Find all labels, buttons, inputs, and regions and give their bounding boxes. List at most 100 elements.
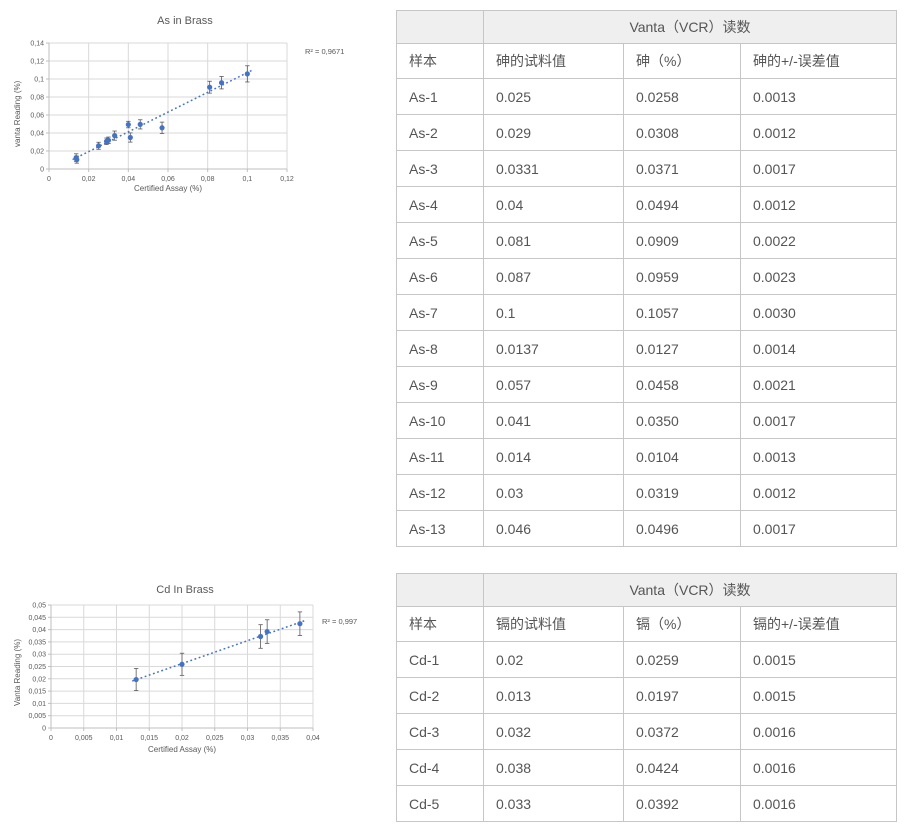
x-tick-label: 0,08: [201, 176, 215, 183]
r-squared-label: R² = 0,997: [322, 617, 358, 626]
corner-cell: [396, 573, 484, 607]
value-cell: 0.038: [483, 749, 624, 786]
data-point: [159, 125, 165, 131]
value-cell: 0.0030: [740, 294, 897, 331]
data-point: [105, 137, 112, 143]
data-table: Vanta（VCR）读数 样本 砷的试料值 砷（%） 砷的+/-误差值 As-1…: [396, 10, 897, 547]
y-tick-label: 0: [42, 726, 46, 733]
as-in-brass-chart: 0 0,02 0,04 0,06 0,08 0,1 0,12 0 0,02 0,04 0,06 0,0…: [0, 0, 396, 200]
data-point: [133, 676, 139, 683]
sample-cell: As-5: [396, 222, 484, 259]
data-point: [137, 121, 143, 127]
y-tick-label: 0: [40, 167, 44, 174]
y-tick-label: 0,05: [32, 603, 46, 610]
value-cell: 0.0331: [483, 150, 624, 187]
data-point: [74, 157, 80, 163]
value-cell: 0.0392: [623, 785, 741, 822]
table-row: As-7 0.1 0.1057 0.0030: [396, 294, 897, 331]
sample-cell: As-6: [396, 258, 484, 295]
value-cell: 0.1057: [623, 294, 741, 331]
table-row: As-11 0.014 0.0104 0.0013: [396, 438, 897, 475]
data-point: [125, 121, 131, 128]
y-tick-label: 0,045: [28, 615, 46, 622]
column-header-assay: 镉的试料值: [483, 606, 624, 642]
value-cell: 0.0016: [740, 749, 897, 786]
value-cell: 0.087: [483, 258, 624, 295]
table-row: As-13 0.046 0.0496 0.0017: [396, 510, 897, 547]
column-header-assay: 砷的试料值: [483, 43, 624, 79]
x-tick-label: 0,04: [122, 176, 136, 183]
value-cell: 0.0016: [740, 713, 897, 750]
sample-cell: As-2: [396, 114, 484, 151]
x-tick-label: 0,025: [206, 735, 224, 742]
sample-cell: Cd-2: [396, 677, 484, 714]
column-header-error: 砷的+/-误差值: [740, 43, 897, 79]
chart-title: As in Brass: [157, 15, 213, 27]
value-cell: 0.0017: [740, 402, 897, 439]
value-cell: 0.0023: [740, 258, 897, 295]
value-cell: 0.0015: [740, 641, 897, 678]
value-cell: 0.02: [483, 641, 624, 678]
x-axis-title: Certified Assay (%): [133, 184, 203, 193]
table-row: Cd-2 0.013 0.0197 0.0015: [396, 677, 897, 714]
y-tick-label: 0,14: [30, 41, 44, 48]
table-row: Cd-5 0.033 0.0392 0.0016: [396, 785, 897, 822]
sample-cell: As-4: [396, 186, 484, 223]
sample-cell: As-8: [396, 330, 484, 367]
value-cell: 0.1: [483, 294, 624, 331]
column-header-reading: 镉（%）: [623, 606, 741, 642]
table-row: As-4 0.04 0.0494 0.0012: [396, 186, 897, 223]
table-row: As-1 0.025 0.0258 0.0013: [396, 78, 897, 115]
sample-cell: As-3: [396, 150, 484, 187]
r-squared-label: R² = 0,9671: [305, 47, 345, 56]
y-tick-label: 0,1: [34, 77, 44, 84]
table-row: As-8 0.0137 0.0127 0.0014: [396, 330, 897, 367]
value-cell: 0.0909: [623, 222, 741, 259]
value-cell: 0.0012: [740, 186, 897, 223]
data-point: [244, 71, 250, 77]
value-cell: 0.0372: [623, 713, 741, 750]
x-tick-label: 0,06: [161, 176, 175, 183]
value-cell: 0.014: [483, 438, 624, 475]
y-tick-label: 0,035: [28, 639, 46, 646]
table-row: As-2 0.029 0.0308 0.0012: [396, 114, 897, 151]
value-cell: 0.0012: [740, 114, 897, 151]
value-cell: 0.032: [483, 713, 624, 750]
corner-cell: [396, 10, 484, 44]
value-cell: 0.0016: [740, 785, 897, 822]
y-tick-label: 0,06: [30, 113, 44, 120]
value-cell: 0.0127: [623, 330, 741, 367]
y-tick-label: 0,03: [32, 652, 46, 659]
table-row: Cd-1 0.02 0.0259 0.0015: [396, 641, 897, 678]
value-cell: 0.0022: [740, 222, 897, 259]
y-tick-label: 0,04: [30, 131, 44, 138]
value-cell: 0.0013: [740, 438, 897, 475]
x-tick-label: 0: [47, 176, 51, 183]
x-tick-label: 0,1: [242, 176, 252, 183]
value-cell: 0.04: [483, 186, 624, 223]
value-cell: 0.0197: [623, 677, 741, 714]
column-header-row: 样本 镉的试料值 镉（%） 镉的+/-误差值: [396, 606, 897, 642]
x-tick-label: 0,02: [82, 176, 96, 183]
y-tick-label: 0,02: [32, 676, 46, 683]
value-cell: 0.0458: [623, 366, 741, 403]
value-cell: 0.081: [483, 222, 624, 259]
data-point: [95, 143, 102, 149]
y-tick-label: 0,005: [28, 713, 46, 720]
x-axis-title: Certified Assay (%): [147, 745, 217, 754]
sample-cell: As-10: [396, 402, 484, 439]
value-cell: 0.0017: [740, 150, 897, 187]
data-point: [127, 134, 133, 141]
x-tick-label: 0,005: [75, 735, 93, 742]
y-tick-label: 0,02: [30, 149, 44, 156]
sample-cell: As-9: [396, 366, 484, 403]
table-row: As-10 0.041 0.0350 0.0017: [396, 402, 897, 439]
group-header-row: Vanta（VCR）读数: [396, 573, 897, 607]
value-cell: 0.0371: [623, 150, 741, 187]
value-cell: 0.0014: [740, 330, 897, 367]
table-row: As-6 0.087 0.0959 0.0023: [396, 258, 897, 295]
sample-cell: Cd-3: [396, 713, 484, 750]
value-cell: 0.0259: [623, 641, 741, 678]
as-scatter-plot: 0 0,02 0,04 0,06 0,08 0,1 0,12 0 0,02 0,04 0,06 0,0…: [30, 41, 294, 184]
value-cell: 0.0015: [740, 677, 897, 714]
